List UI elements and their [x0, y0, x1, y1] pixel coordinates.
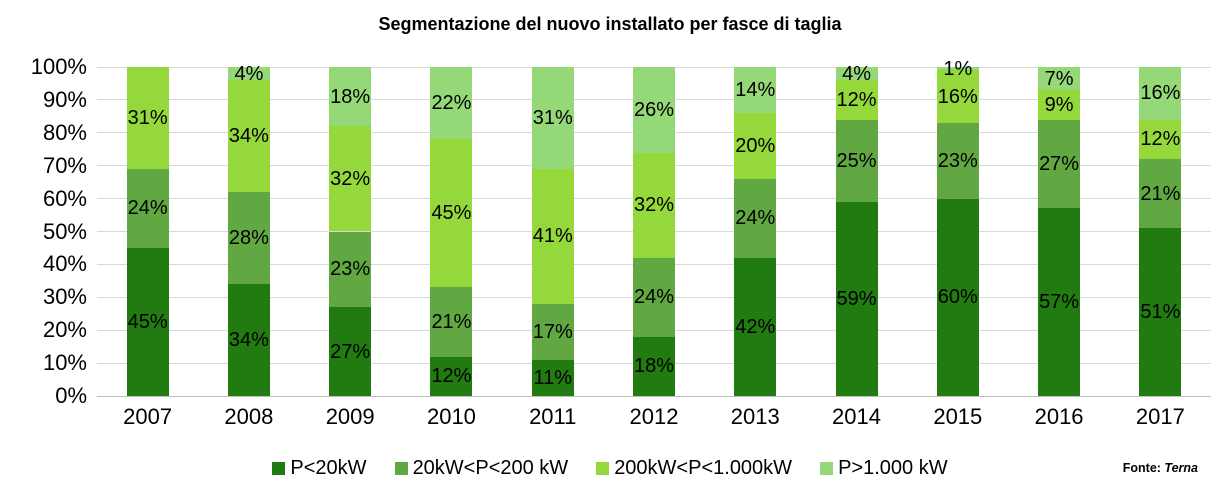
legend: P<20kW 20kW<P<200 kW 200kW<P<1.000kW P>1.00…: [0, 453, 1220, 483]
bar-segment: [936, 122, 979, 199]
chart-title: Segmentazione del nuovo installato per f…: [378, 14, 842, 34]
bar-segment: [329, 231, 372, 308]
legend-label: 20kW<P<200 kW: [412, 456, 569, 479]
y-tick-label: 80%: [42, 119, 87, 145]
bar-segment: [1038, 119, 1081, 209]
y-tick-label: 40%: [42, 251, 87, 277]
bar-segment: [227, 192, 270, 285]
y-tick-label: 60%: [42, 185, 87, 211]
legend-swatch: [820, 461, 834, 475]
x-axis-label: 2013: [730, 404, 780, 429]
bar-segment: [734, 67, 777, 114]
grid-line: [97, 395, 1211, 397]
bar-segment: [1038, 90, 1081, 120]
source-label: Fonte:: [1122, 461, 1161, 475]
bar-segment: [531, 168, 574, 304]
x-axis-label: 2014: [832, 404, 881, 429]
legend-label: P>1.000 kW: [838, 456, 948, 479]
y-tick-label: 20%: [42, 317, 87, 343]
bar-segment: [734, 178, 777, 258]
legend-label: 200kW<P<1.000kW: [614, 456, 793, 479]
bar-segment: [633, 67, 675, 153]
source-note: Fonte: Terna: [1123, 461, 1198, 475]
bar-segment: [1038, 208, 1081, 396]
bar-segment: [430, 356, 473, 396]
bar-segment: [430, 139, 473, 288]
bar-segment: [126, 168, 169, 248]
bar-segment: [227, 284, 270, 396]
legend-item: P<20kW: [272, 456, 367, 480]
y-tick-label: 90%: [42, 86, 87, 112]
legend-item: 20kW<P<200 kW: [394, 456, 569, 480]
bar-segment: [531, 359, 574, 396]
bar-segment: [936, 67, 979, 71]
y-tick-label: 30%: [42, 284, 87, 310]
bar-segment: [1139, 119, 1182, 160]
y-tick-label: 10%: [42, 350, 87, 376]
bar-segment: [936, 70, 979, 123]
bar-segment: [531, 303, 574, 360]
x-axis-label: 2015: [933, 404, 983, 429]
bar-segment: [329, 307, 372, 396]
bar-segment: [835, 80, 878, 120]
legend-swatch: [272, 461, 286, 475]
x-axis-label: 2008: [224, 404, 274, 429]
bar-segment: [734, 113, 777, 179]
x-axis-label: 2011: [529, 404, 577, 429]
bar-segment: [633, 152, 675, 258]
bar-segment: [1139, 228, 1182, 396]
bar-segment: [835, 119, 878, 202]
bar-segment: [1038, 67, 1081, 91]
x-axis-label: 2012: [629, 404, 679, 429]
bar-segment: [633, 336, 675, 396]
bar-segment: [227, 67, 270, 81]
bar-segment: [329, 67, 372, 127]
y-tick-label: 0%: [55, 383, 87, 408]
bar-segment: [531, 67, 574, 169]
bar-segment: [126, 247, 169, 396]
bar-segment: [227, 80, 270, 193]
x-axis-label: 2009: [325, 404, 375, 429]
x-axis-label: 2010: [426, 404, 476, 429]
y-tick-label: 70%: [42, 152, 87, 178]
legend-item: 200kW<P<1.000kW: [596, 457, 792, 480]
bar-segment: [835, 201, 878, 396]
legend-label: P<20kW: [290, 456, 367, 479]
bar-segment: [936, 198, 979, 396]
y-tick-label: 50%: [42, 218, 87, 244]
source-name: Terna: [1164, 461, 1198, 475]
x-axis-label: 2007: [123, 404, 173, 429]
legend-item: P>1.000 kW: [820, 457, 948, 480]
bar-segment: [430, 287, 473, 357]
bar-segment: [430, 67, 473, 140]
bar-segment: [1139, 67, 1182, 120]
bar-segment: [1139, 159, 1182, 229]
bar-segment: [633, 257, 675, 337]
bar-segment: [734, 257, 777, 396]
bar-segment: [329, 126, 372, 232]
x-axis-label: 2017: [1135, 404, 1185, 429]
bar-segment: [835, 67, 878, 81]
y-tick-label: 100%: [30, 54, 87, 79]
bar-segment: [126, 67, 169, 169]
x-axis-label: 2016: [1034, 404, 1084, 429]
legend-swatch: [394, 461, 408, 475]
legend-swatch: [596, 461, 610, 475]
